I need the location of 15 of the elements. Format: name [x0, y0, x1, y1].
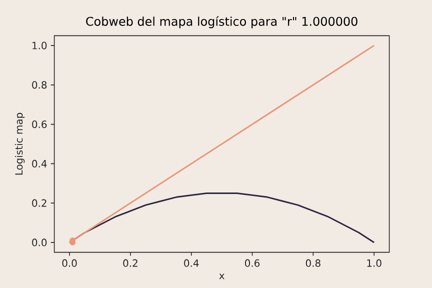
y-tick-label: 0.6 — [32, 120, 47, 128]
y-tick-label: 0.2 — [32, 199, 46, 207]
chart-title: Cobweb del mapa logístico para "r" 1.000000 — [86, 16, 358, 28]
y-tick-label: 1.0 — [32, 42, 47, 50]
x-tick-label: 0.2 — [123, 259, 138, 267]
x-tick-label: 0.4 — [184, 259, 199, 267]
x-tick-label: 1.0 — [367, 259, 382, 267]
y-tick-label: 0.4 — [32, 160, 47, 168]
y-axis-title: Logistic map — [14, 112, 25, 175]
y-tick-label: 0.8 — [32, 81, 47, 89]
x-tick-label: 0.6 — [244, 259, 260, 267]
x-tick-label: 0.0 — [62, 259, 77, 267]
x-tick-label: 0.8 — [306, 259, 320, 267]
x-axis-title: x — [219, 274, 224, 280]
y-tick-label: 0.0 — [32, 238, 47, 246]
